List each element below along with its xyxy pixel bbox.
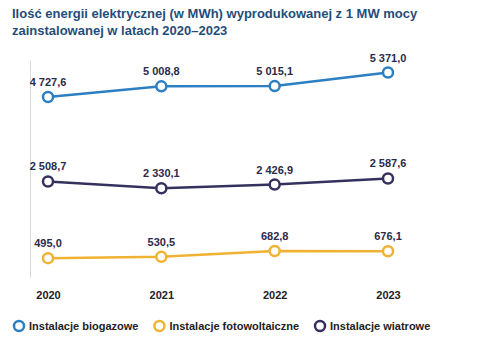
point <box>156 183 166 193</box>
plot-area <box>43 68 393 264</box>
x-tick: 2020 <box>36 289 60 301</box>
x-tick: 2021 <box>150 289 174 301</box>
point <box>156 81 166 91</box>
data-label: 495,0 <box>34 237 62 249</box>
point <box>383 68 393 78</box>
series-line <box>48 73 388 97</box>
legend-label: Instalacje wiatrowe <box>330 320 430 332</box>
point <box>43 92 53 102</box>
point <box>270 81 280 91</box>
data-label: 676,1 <box>374 230 402 242</box>
legend-marker <box>14 321 24 331</box>
point <box>43 176 53 186</box>
point <box>156 252 166 262</box>
x-tick: 2022 <box>263 289 287 301</box>
series-line <box>48 251 388 258</box>
point <box>270 180 280 190</box>
legend-item: Instalacje fotowoltaiczne <box>154 320 299 332</box>
point <box>383 246 393 256</box>
data-label: 2 426,9 <box>256 164 293 176</box>
point <box>43 253 53 263</box>
legend-marker <box>315 321 325 331</box>
legend: Instalacje biogazowe Instalacje fotowolta… <box>14 320 430 332</box>
legend-marker <box>154 321 164 331</box>
chart: Ilość energii elektrycznej (w MWh) wypro… <box>0 0 485 360</box>
data-label: 2 330,1 <box>143 167 180 179</box>
legend-item: Instalacje wiatrowe <box>315 320 430 332</box>
data-label: 682,8 <box>261 230 289 242</box>
data-labels: 4 727,6 5 008,8 5 015,1 5 371,0 495,0 530,5 68… <box>30 52 407 250</box>
x-axis: 2020 2021 2022 2023 <box>36 289 400 301</box>
x-tick-label: 2023 <box>376 289 400 301</box>
legend-item: Instalacje biogazowe <box>14 320 138 332</box>
title: Ilość energii elektrycznej (w MWh) wypro… <box>12 6 418 38</box>
data-label: 5 015,1 <box>256 65 293 77</box>
x-tick-label: 2021 <box>150 289 174 301</box>
data-label: 5 008,8 <box>143 65 180 77</box>
x-tick: 2023 <box>376 289 400 301</box>
legend-label: Instalacje biogazowe <box>29 320 138 332</box>
data-label: 4 727,6 <box>30 76 67 88</box>
data-label: 5 371,0 <box>370 52 407 64</box>
x-tick-label: 2020 <box>36 289 60 301</box>
data-label: 2 587,6 <box>370 157 407 169</box>
series-line <box>48 178 388 188</box>
data-label: 530,5 <box>148 236 176 248</box>
legend-label: Instalacje fotowoltaiczne <box>169 320 299 332</box>
x-tick-label: 2022 <box>263 289 287 301</box>
data-label: 2 508,7 <box>30 160 67 172</box>
point <box>383 173 393 183</box>
point <box>270 246 280 256</box>
